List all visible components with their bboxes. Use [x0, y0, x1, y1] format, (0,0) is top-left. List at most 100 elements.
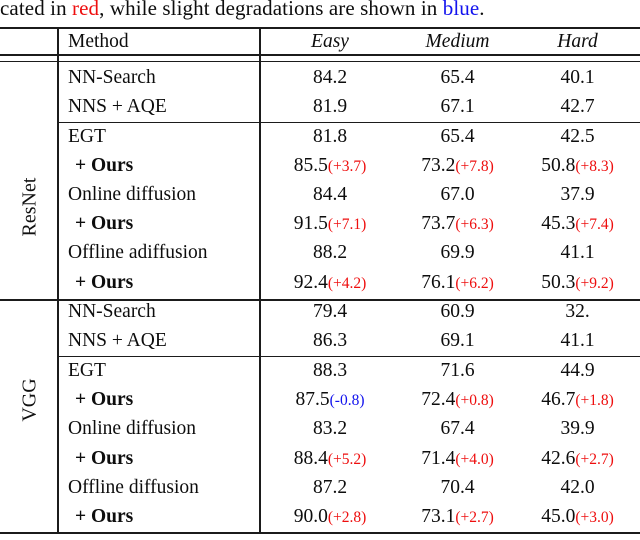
- score-value: 90.0: [293, 506, 328, 528]
- delta-value: (+0.8): [455, 391, 494, 409]
- table-top-rule: [0, 27, 640, 30]
- table-row: NN-Search 79.4 60.9 32.: [57, 297, 640, 326]
- delta-value: (+4.2): [327, 274, 367, 292]
- score-value: 50.3: [541, 271, 576, 293]
- table-row: Offline adiffusion 88.2 69.9 41.1: [57, 239, 640, 268]
- method-label: NNS + AQE: [68, 330, 167, 352]
- table-row: + Ours 90.0(+2.8) 73.1(+2.7) 45.0(+3.0): [57, 502, 640, 531]
- table-caption: cated in red, while slight degradations …: [0, 0, 640, 21]
- score-cell: 83.2: [260, 418, 400, 440]
- delta-value: (+1.8): [575, 391, 614, 409]
- delta-value: (+7.4): [575, 216, 614, 234]
- caption-prefix: cated in: [0, 0, 73, 20]
- score-value: 81.8: [312, 125, 348, 147]
- score-cell: 73.7(+6.3): [400, 213, 515, 235]
- score-cell: 67.1: [400, 96, 515, 118]
- score-cell: 73.2(+7.8): [400, 155, 515, 177]
- method-label: Offline diffusion: [68, 476, 199, 498]
- score-cell: 45.0(+3.0): [515, 506, 640, 528]
- table-row: EGT 88.3 71.6 44.9: [57, 355, 640, 385]
- score-cell: 88.4(+5.2): [260, 448, 400, 470]
- delta-value: (+2.8): [327, 509, 367, 527]
- method-column-vline: [259, 27, 262, 534]
- score-cell: 42.7: [515, 96, 640, 118]
- method-label: Online diffusion: [68, 183, 197, 205]
- score-value: 37.9: [560, 183, 595, 205]
- score-value: 87.2: [312, 476, 348, 498]
- delta-value: (+4.0): [455, 450, 494, 468]
- delta-value: (+6.3): [455, 216, 494, 234]
- group-label-resnet: ResNet: [18, 177, 41, 237]
- score-value: 42.7: [560, 95, 595, 117]
- method-label: + Ours: [75, 213, 134, 235]
- table-row: + Ours 92.4(+4.2) 76.1(+6.2) 50.3(+9.2): [57, 268, 640, 297]
- score-value: 42.6: [541, 447, 576, 469]
- group-label-vgg: VGG: [18, 378, 41, 422]
- delta-value: (+9.2): [575, 274, 614, 292]
- score-cell: 39.9: [515, 418, 640, 440]
- table-row: NN-Search 84.2 65.4 40.1: [57, 63, 640, 92]
- score-value: 84.4: [312, 183, 348, 205]
- score-cell: 40.1: [515, 67, 640, 89]
- column-header-method: Method: [68, 30, 129, 52]
- delta-value: (+8.3): [575, 157, 614, 175]
- method-label: Offline adiffusion: [68, 242, 208, 264]
- score-value: 41.1: [560, 242, 595, 264]
- score-value: 70.4: [440, 476, 475, 498]
- score-value: 41.1: [560, 330, 595, 352]
- delta-value: (+5.2): [327, 450, 367, 468]
- score-value: 44.9: [560, 360, 595, 382]
- table-row: Online diffusion 84.4 67.0 37.9: [57, 180, 640, 209]
- score-value: 65.4: [440, 66, 475, 88]
- score-cell: 42.0: [515, 477, 640, 499]
- score-value: 71.4: [421, 447, 456, 469]
- header-double-rule-bottom: [0, 60, 640, 63]
- score-value: 72.4: [421, 388, 456, 410]
- table-row: NNS + AQE 81.9 67.1 42.7: [57, 92, 640, 121]
- score-value: 32.: [565, 301, 590, 323]
- score-cell: 70.4: [400, 477, 515, 499]
- column-header-easy: Easy: [311, 30, 349, 52]
- column-header-medium: Medium: [425, 30, 490, 52]
- score-cell: 87.5(-0.8): [260, 389, 400, 411]
- score-cell: 65.4: [400, 67, 515, 89]
- score-cell: 50.8(+8.3): [515, 155, 640, 177]
- score-value: 69.1: [440, 330, 475, 352]
- score-value: 88.2: [312, 242, 348, 264]
- delta-value: (-0.8): [329, 391, 365, 409]
- score-value: 73.7: [421, 213, 456, 235]
- score-value: 73.1: [421, 506, 456, 528]
- score-cell: 69.1: [400, 330, 515, 352]
- table-row: + Ours 88.4(+5.2) 71.4(+4.0) 42.6(+2.7): [57, 444, 640, 473]
- delta-value: (+2.7): [575, 450, 614, 468]
- score-cell: 86.3: [260, 330, 400, 352]
- score-cell: 32.: [515, 301, 640, 323]
- method-label: + Ours: [75, 447, 134, 469]
- score-cell: 42.6(+2.7): [515, 448, 640, 470]
- score-cell: 91.5(+7.1): [260, 213, 400, 235]
- score-cell: 76.1(+6.2): [400, 272, 515, 294]
- score-value: 67.4: [440, 418, 475, 440]
- score-value: 39.9: [560, 418, 595, 440]
- score-cell: 37.9: [515, 184, 640, 206]
- score-cell: 81.9: [260, 96, 400, 118]
- score-cell: 84.4: [260, 184, 400, 206]
- section-divider-rule: [0, 298, 640, 301]
- delta-value: (+6.2): [455, 274, 494, 292]
- score-value: 69.9: [440, 242, 475, 264]
- score-value: 65.4: [440, 125, 475, 147]
- score-cell: 50.3(+9.2): [515, 272, 640, 294]
- score-value: 76.1: [421, 271, 456, 293]
- table-header-row: Method Easy Medium Hard: [57, 29, 640, 54]
- score-cell: 88.3: [260, 360, 400, 382]
- method-label: + Ours: [75, 506, 134, 528]
- table-rows: NN-Search 84.2 65.4 40.1 NNS + AQE 81.9 67.1 42…: [57, 63, 640, 532]
- score-value: 86.3: [312, 330, 348, 352]
- method-label: + Ours: [75, 154, 134, 176]
- score-value: 50.8: [541, 154, 576, 176]
- score-value: 87.5: [295, 388, 330, 410]
- score-value: 88.3: [312, 360, 348, 382]
- score-value: 42.0: [560, 476, 595, 498]
- score-value: 85.5: [293, 154, 328, 176]
- score-value: 40.1: [560, 66, 595, 88]
